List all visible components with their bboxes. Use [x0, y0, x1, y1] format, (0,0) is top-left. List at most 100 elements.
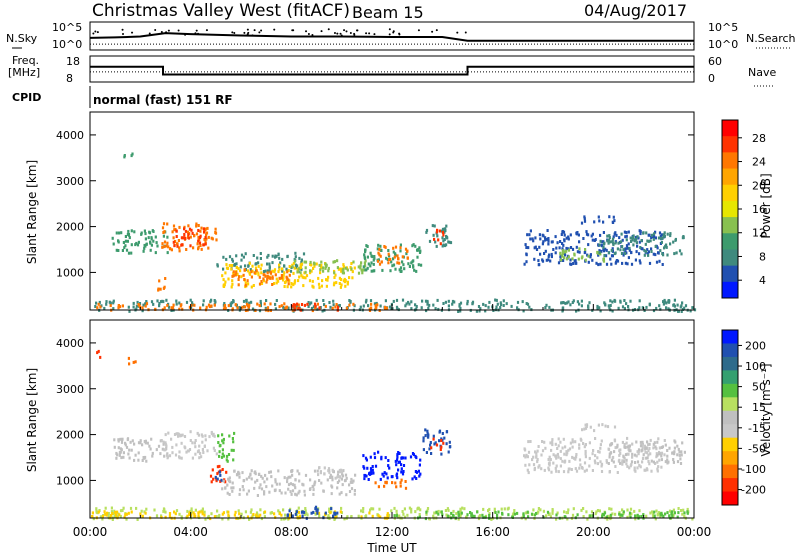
data-cell: [91, 515, 94, 518]
data-cell: [364, 268, 367, 272]
data-cell: [620, 240, 623, 244]
data-cell: [588, 456, 591, 460]
data-cell: [448, 440, 451, 444]
data-cell: [657, 437, 660, 441]
data-cell: [283, 302, 286, 306]
data-cell: [178, 307, 181, 311]
data-cell: [544, 306, 547, 309]
data-cell: [362, 265, 365, 269]
data-cell: [397, 460, 400, 464]
data-cell: [453, 300, 456, 304]
data-cell: [183, 233, 186, 236]
data-cell: [311, 279, 314, 283]
data-cell: [627, 256, 630, 260]
data-cell: [488, 512, 491, 516]
data-cell: [275, 482, 278, 486]
data-cell: [106, 511, 109, 515]
data-cell: [659, 307, 662, 311]
data-cell: [150, 237, 153, 241]
data-cell: [362, 304, 365, 308]
data-cell: [377, 259, 380, 263]
data-cell: [162, 509, 165, 513]
nsky-point: [122, 33, 125, 36]
data-cell: [530, 512, 534, 516]
nsky-point: [246, 28, 249, 31]
data-cell: [573, 252, 576, 256]
data-cell: [263, 490, 266, 494]
data-cell: [299, 271, 302, 275]
data-cell: [348, 490, 352, 493]
data-cell: [232, 270, 235, 274]
ytick-label: 3000: [56, 383, 84, 396]
data-cell: [217, 515, 220, 519]
nsky-point: [435, 29, 438, 32]
colorbar-segment: [722, 200, 738, 218]
data-cell: [624, 247, 627, 251]
data-cell: [199, 244, 202, 247]
data-cell: [227, 510, 230, 514]
data-cell: [144, 237, 147, 241]
data-cell: [178, 512, 181, 516]
data-cell: [121, 304, 124, 308]
data-cell: [374, 481, 377, 485]
data-cell: [254, 472, 257, 476]
data-cell: [231, 257, 234, 261]
data-cell: [231, 282, 234, 286]
data-cell: [616, 471, 619, 474]
data-cell: [655, 447, 658, 451]
data-cell: [568, 459, 571, 463]
data-cell: [254, 266, 258, 270]
data-cell: [269, 276, 272, 280]
nsky-point: [340, 34, 343, 37]
data-cell: [193, 233, 196, 237]
data-cell: [662, 514, 665, 518]
data-cell: [578, 247, 581, 251]
data-cell: [652, 446, 655, 450]
nsky-point: [154, 29, 157, 32]
data-cell: [256, 478, 259, 482]
data-cell: [589, 255, 592, 259]
data-cell: [225, 257, 228, 261]
data-cell: [549, 458, 552, 461]
data-cell: [283, 264, 286, 268]
data-cell: [547, 255, 550, 259]
data-cell: [647, 453, 650, 457]
data-cell: [545, 514, 548, 518]
data-cell: [257, 273, 260, 277]
data-cell: [657, 465, 660, 469]
data-cell: [268, 470, 271, 474]
data-cell: [556, 511, 559, 515]
data-cell: [683, 306, 686, 310]
data-cell: [578, 446, 581, 450]
data-cell: [184, 237, 187, 240]
data-cell: [602, 257, 605, 261]
data-cell: [587, 243, 590, 247]
data-cell: [412, 243, 415, 247]
data-cell: [624, 261, 627, 265]
data-cell: [596, 462, 599, 466]
data-cell: [344, 473, 348, 477]
data-cell: [165, 298, 168, 302]
data-cell: [630, 512, 633, 516]
data-cell: [414, 244, 417, 248]
data-cell: [648, 261, 652, 265]
data-cell: [581, 428, 584, 432]
data-cell: [178, 246, 181, 250]
data-cell: [591, 238, 594, 242]
data-cell: [211, 468, 214, 472]
data-cell: [682, 508, 685, 512]
nsky-point: [131, 31, 134, 34]
data-cell: [402, 464, 406, 467]
data-cell: [567, 448, 570, 452]
data-cell: [415, 477, 418, 480]
data-cell: [653, 235, 656, 239]
data-cell: [557, 437, 560, 441]
data-cell: [635, 440, 638, 444]
data-cell: [290, 285, 293, 289]
data-cell: [689, 309, 692, 313]
data-cell: [186, 449, 190, 453]
data-cell: [537, 445, 540, 448]
data-cell: [296, 469, 299, 473]
data-cell: [680, 453, 683, 457]
data-cell: [578, 240, 581, 244]
